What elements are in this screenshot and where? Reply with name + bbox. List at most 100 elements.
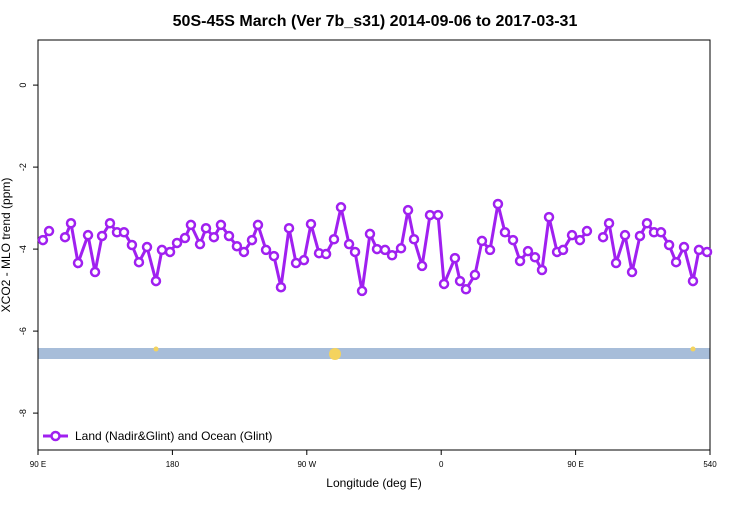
- data-point: [574, 234, 586, 246]
- x-tick-label: 180: [166, 460, 180, 469]
- data-point: [37, 234, 49, 246]
- data-point: [670, 256, 682, 268]
- data-point: [89, 266, 101, 278]
- data-point: [603, 218, 615, 229]
- data-point: [469, 269, 481, 281]
- data-point: [118, 227, 130, 238]
- data-point: [386, 250, 398, 261]
- data-point: [200, 222, 212, 234]
- data-point: [96, 230, 108, 242]
- data-point: [231, 240, 243, 252]
- x-tick-label: 90 W: [297, 460, 316, 469]
- legend-label: Land (Nadir&Glint) and Ocean (Glint): [75, 429, 272, 443]
- data-point: [484, 244, 496, 256]
- data-point: [454, 275, 466, 287]
- data-point: [356, 285, 368, 297]
- data-point: [104, 218, 116, 229]
- data-point: [156, 244, 168, 256]
- data-point: [185, 219, 197, 231]
- data-point: [349, 246, 361, 258]
- y-tick-label: -2: [18, 163, 28, 171]
- y-tick-label: -6: [18, 327, 28, 335]
- surface-dot: [690, 346, 696, 352]
- data-point: [581, 225, 593, 237]
- y-tick-label: -8: [18, 409, 28, 417]
- data-point: [460, 284, 472, 295]
- data-point: [619, 229, 631, 241]
- data-point: [507, 234, 519, 246]
- data-point: [371, 243, 383, 255]
- data-point: [364, 228, 376, 240]
- data-point: [298, 254, 310, 266]
- data-point: [492, 198, 504, 210]
- data-point: [655, 227, 667, 238]
- data-point: [514, 255, 526, 267]
- data-point: [305, 218, 317, 230]
- data-point: [529, 252, 541, 263]
- data-point: [72, 257, 84, 269]
- data-point: [141, 241, 153, 253]
- data-point: [223, 230, 235, 242]
- plot-frame: [37, 39, 711, 451]
- data-point: [275, 281, 287, 293]
- data-point: [701, 246, 713, 258]
- data-point: [557, 244, 569, 256]
- data-point: [215, 219, 227, 231]
- data-point: [424, 209, 436, 221]
- x-tick-label: 90 E: [30, 460, 46, 469]
- data-point: [408, 234, 420, 245]
- x-axis-label: Longitude (deg E): [326, 476, 421, 490]
- data-point: [335, 202, 347, 213]
- data-point: [246, 234, 258, 246]
- data-point: [283, 222, 295, 234]
- data-point: [133, 256, 145, 268]
- x-tick-label: 90 E: [567, 460, 583, 469]
- data-point: [320, 248, 332, 260]
- data-point: [194, 238, 206, 250]
- data-point: [379, 244, 391, 256]
- data-point: [678, 241, 690, 253]
- data-point: [543, 211, 555, 223]
- data-point: [402, 204, 414, 216]
- data-point: [610, 257, 622, 269]
- data-point: [164, 246, 176, 258]
- x-tick-label: 540: [703, 460, 717, 469]
- data-point: [268, 250, 280, 262]
- data-point: [626, 266, 638, 278]
- data-point: [59, 231, 71, 243]
- data-point: [416, 260, 428, 272]
- data-point: [693, 244, 705, 256]
- chart-title: 50S-45S March (Ver 7b_s31) 2014-09-06 to…: [173, 13, 578, 30]
- data-point: [343, 238, 355, 250]
- data-point: [634, 230, 646, 242]
- data-point: [82, 229, 94, 241]
- data-point: [328, 234, 340, 245]
- data-point: [663, 239, 675, 251]
- surface-band: [38, 348, 710, 359]
- surface-dot: [153, 346, 159, 352]
- data-point: [179, 232, 191, 244]
- data-point: [499, 227, 511, 238]
- legend-marker: [50, 430, 61, 442]
- surface-dot: [329, 348, 341, 360]
- data-point: [395, 243, 407, 254]
- data-point: [260, 244, 272, 256]
- data-point: [65, 218, 77, 229]
- data-point: [126, 239, 138, 251]
- data-point: [687, 275, 699, 287]
- data-point: [438, 278, 450, 290]
- y-axis-label: XCO2 - MLO trend (ppm): [0, 178, 13, 313]
- data-point: [171, 237, 183, 249]
- data-point: [476, 235, 488, 247]
- data-point: [566, 229, 578, 241]
- data-point: [252, 219, 264, 231]
- data-point: [432, 209, 444, 221]
- y-tick-label: 0: [18, 83, 28, 88]
- data-point: [449, 252, 461, 264]
- data-point: [43, 225, 55, 237]
- y-tick-label: -4: [18, 245, 28, 253]
- data-point: [641, 218, 653, 229]
- data-point: [208, 231, 220, 243]
- data-point: [536, 264, 548, 276]
